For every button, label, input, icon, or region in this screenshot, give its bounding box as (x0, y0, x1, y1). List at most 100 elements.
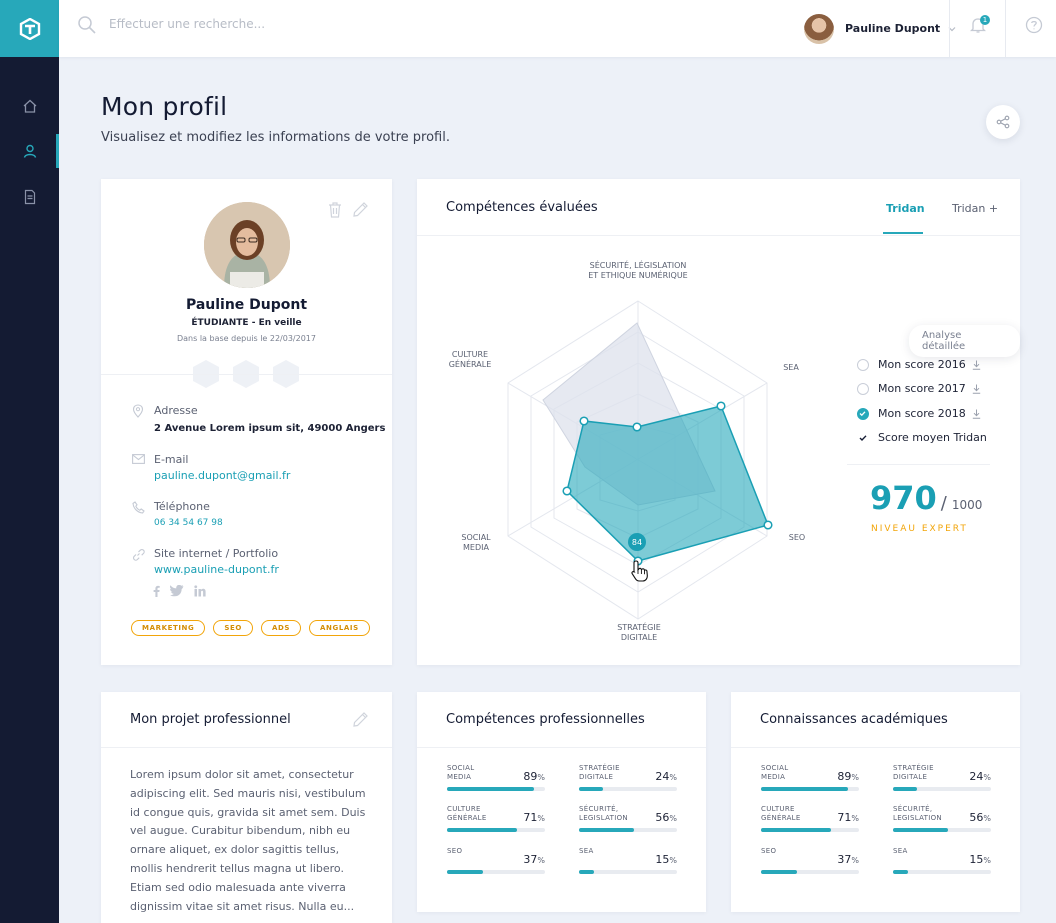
address-label: Adresse (154, 404, 198, 417)
skill-bar-fill (893, 870, 908, 874)
skill-percent: 15% (655, 853, 677, 866)
skill-bar-fill (761, 828, 831, 832)
skill-label-line: MEDIA (447, 773, 472, 781)
sidebar-item-profile[interactable] (0, 134, 59, 168)
projet-card: Mon projet professionnel Lorem ipsum dol… (101, 692, 392, 923)
skill-label-line: GÉNÉRALE (761, 814, 801, 822)
sidebar (0, 0, 59, 923)
score-max: 1000 (951, 498, 983, 512)
page-title: Mon profil (101, 92, 228, 121)
legend-label: Mon score 2018 (878, 407, 966, 420)
divider (1005, 0, 1006, 57)
percent-sign: % (537, 773, 545, 782)
avatar (804, 13, 834, 44)
phone-link[interactable]: 06 34 54 67 98 (154, 518, 223, 528)
skill-value: 24 (655, 770, 670, 783)
radar-point[interactable] (716, 401, 726, 411)
tab-tridan-plus[interactable]: Tridan + (952, 202, 999, 215)
skill-bar-fill (761, 870, 798, 874)
skill-label: SEA (893, 847, 908, 856)
profile-name: Pauline Dupont (185, 297, 308, 313)
search-input[interactable] (109, 17, 509, 31)
skill-bar (893, 787, 991, 791)
skill-percent: 15% (969, 853, 991, 866)
skills-acad-title: Connaissances académiques (760, 712, 948, 727)
skill-label-line: SEO (761, 847, 777, 855)
skill-bar-fill (893, 828, 948, 832)
tag[interactable]: MARKETING (131, 620, 206, 636)
tag[interactable]: ADS (260, 620, 302, 636)
sidebar-item-documents[interactable] (0, 180, 59, 214)
download-icon[interactable] (972, 384, 981, 394)
facebook-icon[interactable] (153, 585, 160, 597)
radar-point[interactable] (763, 520, 773, 530)
skill-value: 15 (655, 853, 670, 866)
skill-bar (447, 828, 545, 832)
link-icon (132, 548, 145, 561)
help-icon[interactable] (1025, 16, 1043, 34)
twitter-icon[interactable] (170, 585, 184, 597)
percent-sign: % (851, 814, 859, 823)
site-link[interactable]: www.pauline-dupont.fr (154, 563, 279, 576)
legend-label: Score moyen Tridan (878, 431, 987, 444)
percent-sign: % (669, 814, 677, 823)
skill-bar (761, 828, 859, 832)
tab-tridan[interactable]: Tridan (886, 202, 925, 215)
percent-sign: % (537, 856, 545, 865)
skill-label-line: SEA (893, 847, 908, 855)
skill-value: 71 (837, 811, 852, 824)
app-logo[interactable] (0, 0, 59, 57)
sidebar-item-home[interactable] (0, 89, 59, 123)
skill-percent: 56% (969, 811, 991, 824)
tag[interactable]: SEO (213, 620, 253, 636)
document-icon (24, 189, 35, 205)
skill-percent: 71% (523, 811, 545, 824)
email-link[interactable]: pauline.dupont@gmail.fr (154, 469, 291, 482)
legend-item-2017[interactable]: Mon score 2017 (857, 382, 981, 395)
legend-item-2018[interactable]: Mon score 2018 (857, 407, 981, 420)
mail-icon (132, 454, 145, 464)
divider (417, 747, 706, 748)
profile-status: ÉTUDIANTE - En veille (191, 318, 302, 328)
edit-icon[interactable] (352, 201, 369, 218)
skill-label: SOCIAL MEDIA (447, 764, 474, 782)
legend-item-average[interactable]: Score moyen Tridan (857, 431, 987, 444)
tag[interactable]: ANGLAIS (309, 620, 370, 636)
analyse-detaillee-button[interactable]: Analyse détaillée (909, 325, 1020, 357)
hand-cursor-icon (631, 560, 648, 582)
edit-icon[interactable] (352, 711, 369, 728)
skill-label: CULTURE GÉNÉRALE (761, 805, 801, 823)
user-icon (23, 144, 36, 158)
linkedin-icon[interactable] (194, 585, 206, 597)
skill-label-line: DIGITALE (893, 773, 928, 781)
trash-icon[interactable] (327, 201, 343, 219)
projet-title: Mon projet professionnel (130, 712, 291, 727)
radar-point[interactable] (562, 486, 572, 496)
skill-label: SÉCURITÉ, LEGISLATION (579, 805, 628, 823)
skill-label-line: SÉCURITÉ, (579, 805, 619, 813)
download-icon[interactable] (972, 360, 981, 370)
address-value: 2 Avenue Lorem ipsum sit, 49000 Angers (154, 423, 386, 434)
divider (949, 0, 950, 57)
share-button[interactable] (986, 105, 1020, 139)
axis-label: GÉNÉRALE (449, 358, 492, 369)
total-score: 970 / 1000 (870, 479, 982, 517)
skill-label-line: SÉCURITÉ, (893, 805, 933, 813)
radar-point[interactable] (579, 416, 589, 426)
radar-point[interactable] (632, 422, 642, 432)
skill-percent: 56% (655, 811, 677, 824)
home-icon (23, 99, 36, 113)
user-menu[interactable]: Pauline Dupont (804, 0, 956, 57)
tags-list: MARKETING SEO ADS ANGLAIS (131, 620, 370, 636)
skill-bar-fill (447, 828, 517, 832)
skill-label-line: MEDIA (761, 773, 786, 781)
legend-item-2016[interactable]: Mon score 2016 (857, 358, 981, 371)
skill-bar (579, 787, 677, 791)
location-icon (132, 404, 144, 418)
skill-label-line: GÉNÉRALE (447, 814, 487, 822)
skill-label-line: CULTURE (761, 805, 795, 813)
skill-bar (447, 870, 545, 874)
download-icon[interactable] (972, 409, 981, 419)
skill-label: SEA (579, 847, 594, 856)
connaissances-card: Connaissances académiques SOCIAL MEDIA 89%… (731, 692, 1020, 912)
